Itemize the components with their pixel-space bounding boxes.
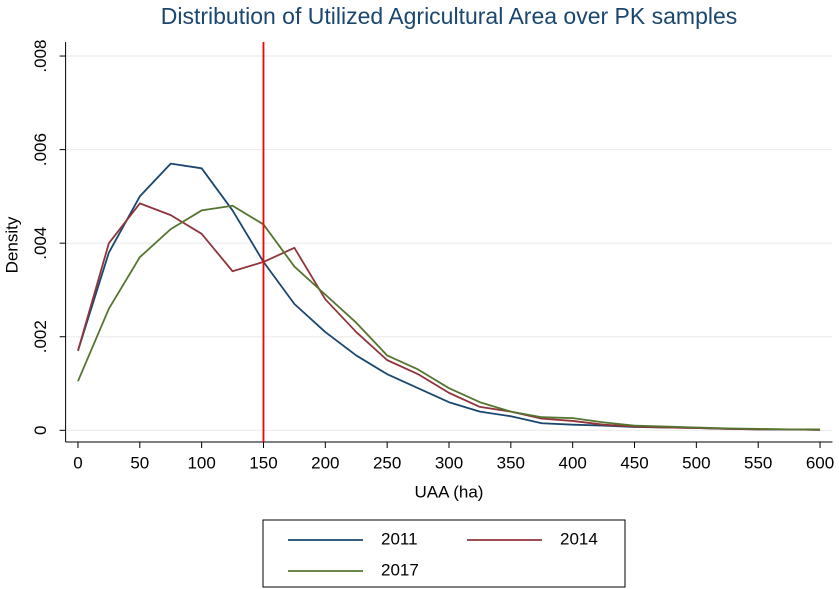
x-tick-label: 600 [806,453,834,472]
series-line [77,204,821,431]
legend-label: 2014 [560,529,598,548]
y-tick-label: 0 [31,426,50,435]
x-tick-label: 550 [744,453,772,472]
y-axis-label: Density [2,216,21,273]
x-tick-label: 400 [558,453,586,472]
x-tick-label: 500 [682,453,710,472]
x-tick-label: 350 [497,453,525,472]
x-tick-label: 200 [311,453,339,472]
x-tick-label: 150 [249,453,277,472]
series-line [77,202,821,431]
y-tick-label: .004 [31,227,50,260]
y-tick-label: .002 [31,320,50,353]
legend-label: 2011 [381,529,418,548]
legend-box [262,519,626,588]
x-tick-label: 100 [187,453,215,472]
x-tick-label: 300 [435,453,463,472]
series-line [77,162,821,431]
x-tick-label: 450 [620,453,648,472]
legend-label: 2017 [381,560,419,579]
x-tick-label: 0 [73,453,82,472]
chart-title: Distribution of Utilized Agricultural Ar… [161,3,738,29]
x-tick-label: 50 [130,453,149,472]
y-tick-label: .008 [31,39,50,72]
x-tick-label: 250 [373,453,401,472]
y-tick-label: .006 [31,133,50,166]
x-axis-label: UAA (ha) [415,482,484,501]
